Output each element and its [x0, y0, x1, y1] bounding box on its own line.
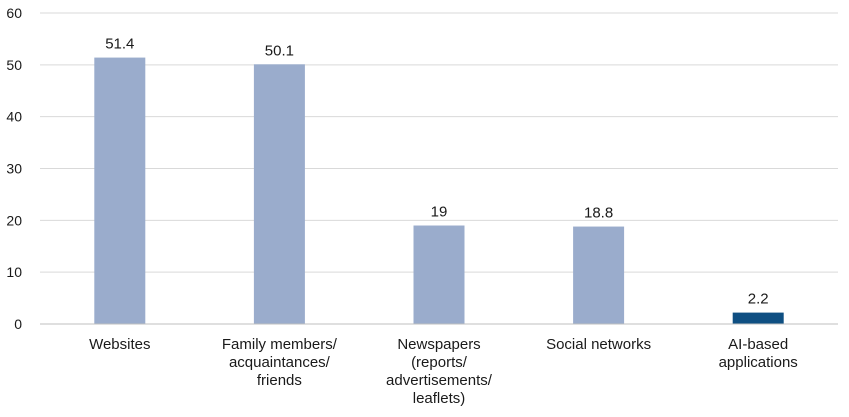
x-tick-label: Newspapers (reports/advertisements/leafle…: [386, 336, 493, 407]
x-tick-label-line: Social networks: [546, 336, 651, 353]
y-tick-label: 50: [6, 57, 22, 73]
y-tick-label: 20: [6, 212, 22, 228]
x-tick-label: Websites: [89, 336, 150, 353]
y-tick-label: 10: [6, 264, 22, 280]
x-axis: Websites Family members/acquaintances/fri…: [40, 323, 838, 407]
x-tick-label-line: acquaintances/: [229, 354, 331, 371]
bars: [94, 57, 784, 325]
x-tick-label-line: Websites: [89, 336, 150, 353]
y-axis: 0 10 20 30 40 50 60: [6, 5, 22, 332]
data-label: 50.1: [265, 42, 294, 59]
x-tick-label-line: applications: [719, 354, 798, 371]
x-tick-label: Social networks: [546, 336, 651, 353]
y-tick-label: 30: [6, 161, 22, 177]
data-label: 19: [431, 204, 448, 221]
bar: [94, 57, 146, 325]
data-labels: 51.4 50.1 19 18.8 2.2: [105, 36, 768, 308]
y-tick-label: 0: [14, 316, 22, 332]
x-tick-label-line: friends: [257, 372, 302, 389]
x-tick-label-line: Family members/: [222, 336, 338, 353]
bar: [253, 64, 305, 324]
data-label: 2.2: [748, 291, 769, 308]
bar: [732, 312, 784, 324]
y-tick-label: 60: [6, 5, 22, 21]
x-tick-label-line: leaflets): [413, 390, 466, 407]
x-tick-label: AI-based applications: [719, 336, 798, 371]
x-tick-label-line: (reports/: [411, 354, 468, 371]
x-tick-label: Family members/acquaintances/friends: [222, 336, 338, 389]
data-label: 51.4: [105, 36, 134, 53]
data-label: 18.8: [584, 205, 613, 222]
x-tick-label-line: advertisements/: [386, 372, 493, 389]
gridlines: [40, 12, 838, 273]
bar: [413, 225, 465, 324]
x-tick-label-line: Newspapers: [397, 336, 480, 353]
bar: [573, 226, 625, 324]
y-tick-label: 40: [6, 109, 22, 125]
x-tick-label-line: AI-based: [728, 336, 788, 353]
